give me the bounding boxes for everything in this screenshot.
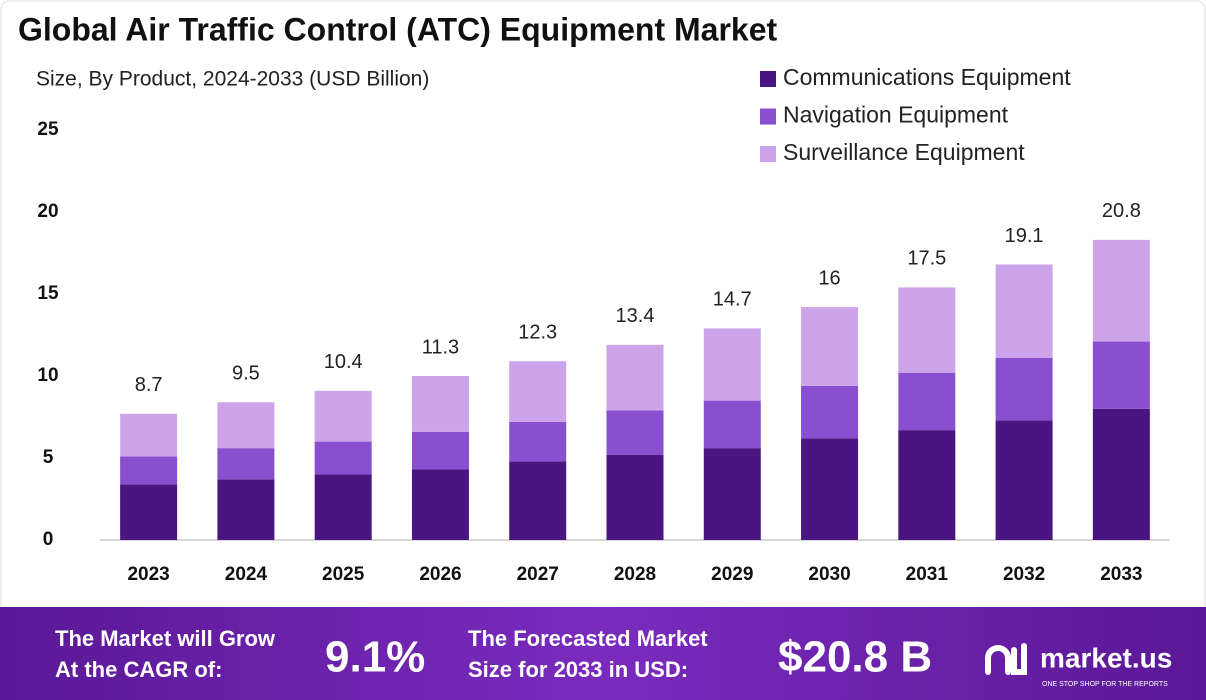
cagr-text: The Market will Grow <box>55 626 276 651</box>
bar-segment <box>217 402 275 449</box>
x-tick-label: 2023 <box>127 564 169 585</box>
bar-segment <box>898 430 956 540</box>
bar-segment <box>314 390 372 442</box>
bar-segment <box>314 441 372 475</box>
x-tick-label: 2030 <box>808 564 850 585</box>
legend-label: Navigation Equipment <box>783 102 1009 128</box>
legend-label: Surveillance Equipment <box>783 139 1025 165</box>
bar-segment <box>801 385 859 439</box>
bar-segment <box>411 376 469 432</box>
total-label: 8.7 <box>135 374 163 396</box>
bar-segment <box>509 361 567 422</box>
total-label: 13.4 <box>616 305 655 327</box>
bar-segment <box>1092 341 1150 409</box>
bar-segment <box>1092 239 1150 342</box>
bar-segment <box>411 469 469 540</box>
bar-segment <box>995 420 1053 540</box>
bar-segment <box>1092 408 1150 540</box>
x-tick-label: 2028 <box>614 564 656 585</box>
total-label: 20.8 <box>1102 200 1141 222</box>
legend-swatch <box>760 146 776 162</box>
total-label: 9.5 <box>232 363 260 385</box>
bar-segment <box>120 413 178 457</box>
bar-segment <box>703 400 761 449</box>
bar-segment <box>509 421 567 462</box>
forecast-text: Size for 2033 in USD: <box>468 657 688 682</box>
chart-subtitle: Size, By Product, 2024-2033 (USD Billion… <box>36 68 429 91</box>
x-tick-label: 2026 <box>419 564 461 585</box>
bar-segment <box>801 438 859 540</box>
y-tick-label: 15 <box>37 283 59 304</box>
total-label: 14.7 <box>713 289 752 311</box>
bar-segment <box>120 456 178 485</box>
y-tick-label: 5 <box>43 447 54 468</box>
cagr-text: At the CAGR of: <box>55 657 222 682</box>
total-label: 12.3 <box>518 322 557 344</box>
total-label: 16 <box>818 267 840 289</box>
total-label: 17.5 <box>907 248 946 270</box>
total-label: 11.3 <box>422 336 459 358</box>
x-tick-label: 2033 <box>1100 564 1142 585</box>
bar-segment <box>995 264 1053 358</box>
cagr-value: 9.1% <box>325 633 425 682</box>
bar-segment <box>217 448 275 480</box>
forecast-text: The Forecasted Market <box>468 626 708 651</box>
bar-segment <box>898 372 956 431</box>
x-tick-label: 2027 <box>517 564 559 585</box>
brand: market.us <box>1040 642 1172 673</box>
brand-logo <box>985 643 1027 675</box>
x-tick-label: 2024 <box>225 564 268 585</box>
total-label: 10.4 <box>324 351 363 373</box>
y-tick-label: 10 <box>37 365 58 386</box>
legend-swatch <box>760 71 776 87</box>
bar-segment <box>120 484 178 540</box>
bar-segment <box>217 479 275 540</box>
legend-swatch <box>760 108 776 125</box>
bar-segment <box>314 474 372 540</box>
bar-segment <box>995 357 1053 421</box>
legend-label: Communications Equipment <box>783 64 1071 90</box>
y-tick-label: 20 <box>37 201 58 222</box>
chart-title: Global Air Traffic Control (ATC) Equipme… <box>18 11 777 47</box>
x-tick-label: 2025 <box>322 564 365 585</box>
bar-segment <box>606 454 664 540</box>
bar-segment <box>411 431 469 470</box>
x-tick-label: 2032 <box>1003 564 1045 585</box>
tagline: ONE STOP SHOP FOR THE REPORTS <box>1042 681 1168 688</box>
bar-segment <box>606 410 664 455</box>
y-tick-label: 0 <box>43 529 54 550</box>
bar-segment <box>509 461 567 540</box>
y-tick-label: 25 <box>37 119 59 140</box>
bar-segment <box>801 307 859 386</box>
bar-segment <box>606 344 664 411</box>
bar-segment <box>898 287 956 373</box>
bar-segment <box>703 328 761 401</box>
total-label: 19.1 <box>1005 225 1044 247</box>
bar-segment <box>703 448 761 540</box>
x-tick-label: 2031 <box>906 564 949 585</box>
x-tick-label: 2029 <box>711 564 753 585</box>
forecast-value: $20.8 B <box>778 633 932 682</box>
